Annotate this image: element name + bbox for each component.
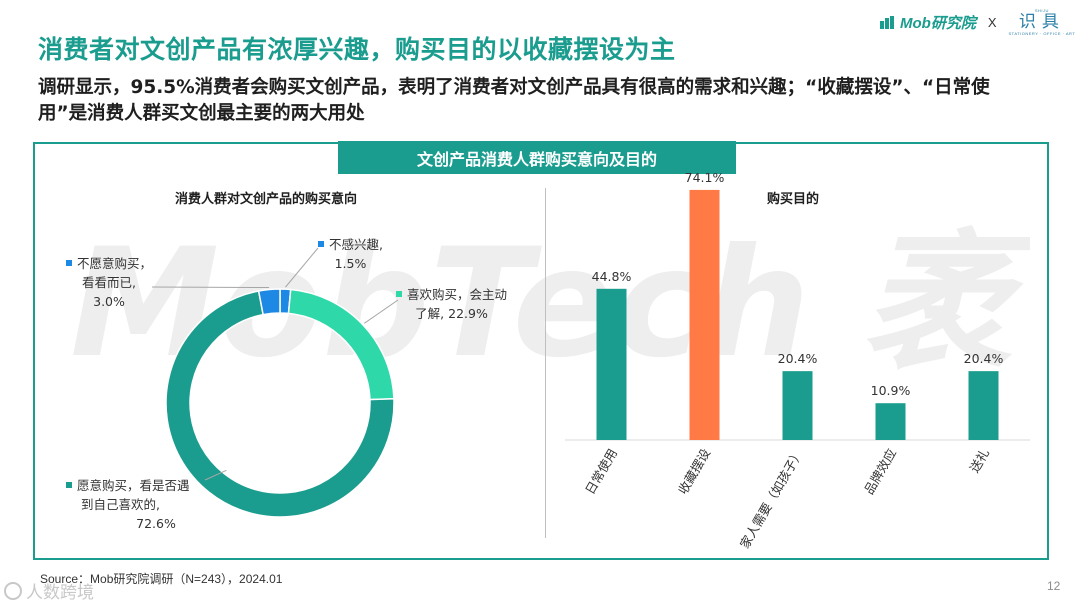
partner-logo: SHIJU 识具 STATIONERY · OFFICE · ART xyxy=(1009,8,1076,36)
page-title: 消费者对文创产品有浓厚兴趣，购买目的以收藏摆设为主 xyxy=(38,35,676,64)
mob-logo-icon xyxy=(880,15,894,29)
panel-title: 文创产品消费人群购买意向及目的 xyxy=(338,141,736,174)
donut-chart-title: 消费人群对文创产品的购买意向 xyxy=(175,192,358,207)
legend-square-icon xyxy=(66,482,72,488)
page-subtitle: 调研显示，95.5%消费者会购买文创产品，表明了消费者对文创产品具有很高的需求和… xyxy=(38,77,990,124)
legend-square-icon xyxy=(66,260,72,266)
partner-logo-top: SHIJU xyxy=(1034,8,1049,13)
page-number: 12 xyxy=(1047,579,1061,593)
slice-label-like-buying: 喜欢购买，会主动 了解, 22.9% xyxy=(396,285,507,323)
legend-square-icon xyxy=(396,291,402,297)
slice-label-browse: 不愿意购买， 看看而已, 3.0% xyxy=(66,254,152,311)
watermark-circle-icon xyxy=(4,581,22,600)
partner-logo-sub: STATIONERY · OFFICE · ART xyxy=(1008,31,1076,36)
slice-label-willing: 愿意购买，看是否遇 到自己喜欢的, 72.6% xyxy=(66,476,246,533)
slice-label-not-interested: 不感兴趣, 1.5% xyxy=(318,235,383,273)
mob-logo: Mob研究院 xyxy=(880,12,976,33)
mob-logo-text: Mob研究院 xyxy=(900,14,976,32)
header-logos: Mob研究院 X SHIJU 识具 STATIONERY · OFFICE · … xyxy=(880,8,1075,36)
chart-divider xyxy=(545,188,546,538)
source-note: Source：Mob研究院调研（N=243），2024.01 xyxy=(40,572,283,586)
bar-chart-title: 购买目的 xyxy=(767,192,820,207)
footer-watermark: 人数跨境 xyxy=(4,578,94,603)
logo-separator: X xyxy=(987,14,997,30)
legend-square-icon xyxy=(318,241,324,247)
partner-logo-name: 识具 xyxy=(1018,12,1065,32)
